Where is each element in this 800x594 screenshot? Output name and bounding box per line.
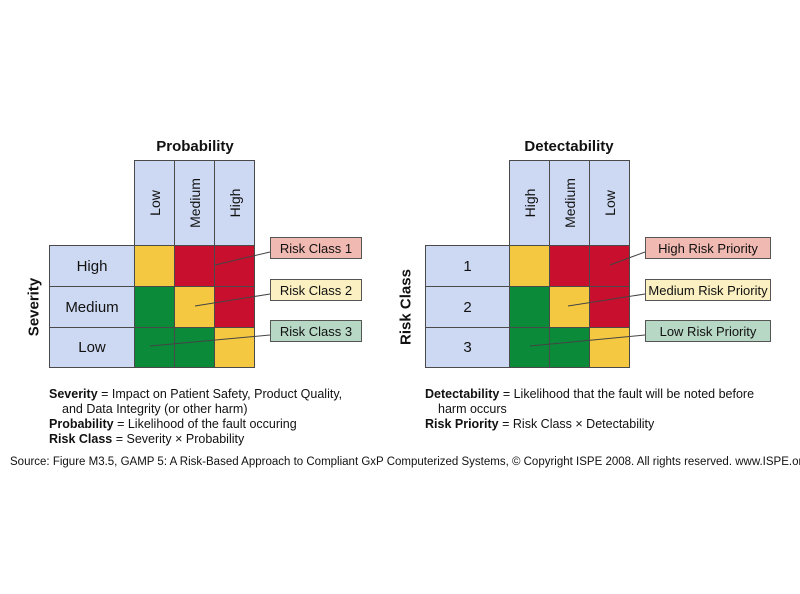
matrix-cell	[549, 245, 590, 287]
matrix-cell	[134, 327, 175, 368]
matrix-cell	[134, 245, 175, 287]
matrix-cell	[174, 286, 215, 328]
matrix-cell	[174, 245, 215, 287]
note-severity-cont: and Data Integrity (or other harm)	[62, 402, 248, 416]
callout-risk-class-3: Risk Class 3	[270, 320, 362, 342]
note-severity: Severity = Impact on Patient Safety, Pro…	[49, 387, 343, 401]
col-header-low: Low	[134, 160, 175, 246]
row-header-low: Low	[49, 327, 135, 368]
matrix-cell	[174, 327, 215, 368]
callout-risk-class-2: Risk Class 2	[270, 279, 362, 301]
matrix-cell	[509, 245, 550, 287]
probability-title: Probability	[156, 138, 234, 155]
callout-risk-class-1: Risk Class 1	[270, 237, 362, 259]
matrix-cell	[509, 327, 550, 368]
row-header-2: 2	[425, 286, 510, 328]
matrix-cell	[589, 327, 630, 368]
source-credit: Source: Figure M3.5, GAMP 5: A Risk-Base…	[10, 456, 800, 468]
note-detectability: Detectability = Likelihood that the faul…	[425, 387, 755, 401]
row-header-high: High	[49, 245, 135, 287]
row-header-3: 3	[425, 327, 510, 368]
matrix-cell	[589, 245, 630, 287]
note-risk-priority: Risk Priority = Risk Class × Detectabili…	[425, 417, 655, 431]
detectability-title: Detectability	[524, 138, 614, 155]
row-header-medium: Medium	[49, 286, 135, 328]
col-header-high: High	[509, 160, 550, 246]
severity-axis-label: Severity	[25, 277, 43, 337]
callout-high-risk-priority: High Risk Priority	[645, 237, 771, 259]
row-header-1: 1	[425, 245, 510, 287]
matrix-cell	[134, 286, 175, 328]
note-probability: Probability = Likelihood of the fault oc…	[49, 417, 297, 431]
col-header-medium: Medium	[549, 160, 590, 246]
matrix-cell	[589, 286, 630, 328]
callout-medium-risk-priority: Medium Risk Priority	[645, 279, 771, 301]
matrix-cell	[549, 327, 590, 368]
callout-low-risk-priority: Low Risk Priority	[645, 320, 771, 342]
right-notes: Detectability = Likelihood that the faul…	[425, 387, 785, 432]
col-header-medium: Medium	[174, 160, 215, 246]
matrix-cell	[214, 286, 255, 328]
note-risk-class: Risk Class = Severity × Probability	[49, 432, 245, 446]
matrix-cell	[509, 286, 550, 328]
matrix-cell	[549, 286, 590, 328]
col-header-low: Low	[589, 160, 630, 246]
matrix-cell	[214, 327, 255, 368]
matrix-cell	[214, 245, 255, 287]
col-header-high: High	[214, 160, 255, 246]
left-notes: Severity = Impact on Patient Safety, Pro…	[49, 387, 389, 447]
note-detectability-cont: harm occurs	[438, 402, 507, 416]
risk-class-axis-label: Risk Class	[397, 269, 415, 345]
